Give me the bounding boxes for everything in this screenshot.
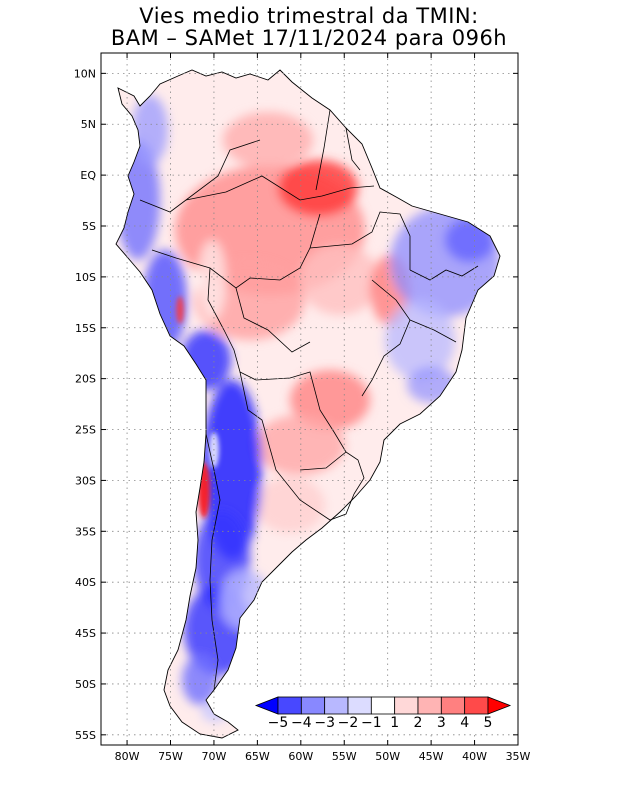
colorbar-label: 2 [414, 715, 423, 731]
lat-tick-label: 50S [75, 678, 96, 691]
map-field [101, 53, 518, 745]
lat-tick-label: 5N [81, 118, 96, 131]
colorbar-label: −1 [361, 715, 382, 731]
colorbar-swatch [464, 696, 489, 715]
lon-tick-label: 70W [202, 750, 227, 763]
map-title-line1: Vies medio trimestral da TMIN: [139, 4, 479, 28]
lon-tick-label: 55W [332, 750, 357, 763]
colorbar-swatch [300, 696, 326, 715]
lon-tick-label: 60W [288, 750, 313, 763]
colorbar-label: −4 [291, 715, 312, 731]
colorbar-swatch [394, 696, 419, 715]
colorbar-label: −3 [314, 715, 335, 731]
lon-tick-label: 75W [158, 750, 183, 763]
colorbar-swatch [370, 696, 396, 715]
lat-tick-label: 20S [75, 373, 96, 386]
map-graticule [101, 53, 518, 745]
colorbar-swatch [324, 696, 349, 715]
lat-tick-label: 10S [75, 271, 96, 284]
colorbar: −5 −4 −3 −2 −1 1 2 3 4 5 [254, 687, 512, 731]
colorbar-label: 4 [460, 715, 469, 731]
colorbar-swatch [277, 696, 302, 715]
lat-tick-label: 35S [75, 525, 96, 538]
map-frame [100, 52, 519, 746]
lon-tick-label: 45W [419, 750, 444, 763]
lat-tick-label: 30S [75, 474, 96, 487]
colorbar-label: 3 [437, 715, 446, 731]
lon-tick-label: 35W [506, 750, 531, 763]
colorbar-label: −2 [338, 715, 359, 731]
lat-tick-label: 40S [75, 576, 96, 589]
axis-ticks: 10N 5N EQ 5S 10S 15S 20S 25S 30S 35S 40S 45S 50S 55S 8… [74, 53, 531, 763]
colorbar-swatch [417, 696, 442, 715]
colorbar-label: 1 [390, 715, 399, 731]
lat-tick-label: 45S [75, 627, 96, 640]
lat-tick-label: 5S [82, 220, 96, 233]
colorbar-swatch [440, 696, 466, 715]
lon-tick-label: 40W [462, 750, 487, 763]
lat-tick-label: 10N [74, 67, 96, 80]
country-borders [139, 109, 479, 691]
lat-tick-label: 55S [75, 729, 96, 742]
colorbar-arrow-high [487, 696, 512, 715]
lat-tick-label: 25S [75, 424, 96, 437]
lon-tick-label: 65W [245, 750, 270, 763]
colorbar-label: −5 [268, 715, 289, 731]
colorbar-swatch [347, 696, 372, 715]
colorbar-label: 5 [484, 715, 493, 731]
lat-tick-label: EQ [80, 169, 96, 182]
lon-tick-label: 80W [115, 750, 140, 763]
map-title-line2: BAM – SAMet 17/11/2024 para 096h [110, 26, 508, 50]
lat-tick-label: 15S [75, 322, 96, 335]
lon-tick-label: 50W [375, 750, 400, 763]
